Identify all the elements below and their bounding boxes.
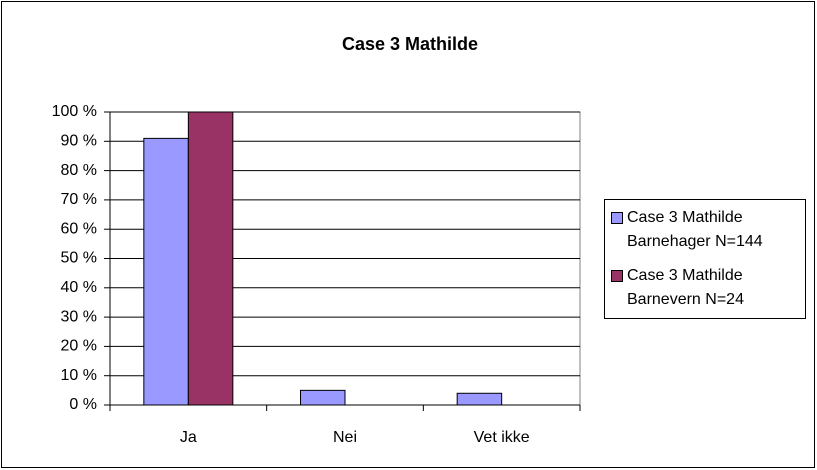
y-tick-label: 30 % bbox=[61, 308, 97, 325]
legend-swatch bbox=[611, 270, 623, 282]
bar bbox=[300, 389, 346, 406]
x-tick-label: Ja bbox=[180, 429, 197, 446]
bar bbox=[187, 111, 234, 406]
y-tick-label: 60 % bbox=[61, 220, 97, 237]
x-tick-label: Nei bbox=[333, 429, 357, 446]
y-tick-label: 10 % bbox=[61, 367, 97, 384]
x-tick-label: Vet ikke bbox=[474, 429, 530, 446]
y-tick-label: 20 % bbox=[61, 338, 97, 355]
legend-label: Case 3 Mathilde Barnevern N=24 bbox=[627, 267, 744, 308]
bar bbox=[456, 392, 503, 406]
y-tick-label: 40 % bbox=[61, 279, 97, 296]
legend-swatch bbox=[611, 212, 623, 224]
y-tick-label: 0 % bbox=[69, 396, 97, 413]
y-tick-label: 50 % bbox=[61, 250, 97, 267]
y-tick-label: 70 % bbox=[61, 191, 97, 208]
y-tick-label: 90 % bbox=[61, 133, 97, 150]
bar bbox=[143, 137, 189, 406]
y-tick-label: 80 % bbox=[61, 162, 97, 179]
legend-label: Case 3 Mathilde Barnehager N=144 bbox=[627, 209, 763, 250]
legend-entry: Case 3 Mathilde Barnevern N=24 bbox=[609, 264, 801, 312]
legend: Case 3 Mathilde Barnehager N=144 Case 3 M… bbox=[604, 199, 806, 319]
y-tick-label: 100 % bbox=[52, 103, 97, 120]
legend-entry: Case 3 Mathilde Barnehager N=144 bbox=[609, 206, 801, 254]
chart-title: Case 3 Mathilde bbox=[342, 34, 478, 54]
